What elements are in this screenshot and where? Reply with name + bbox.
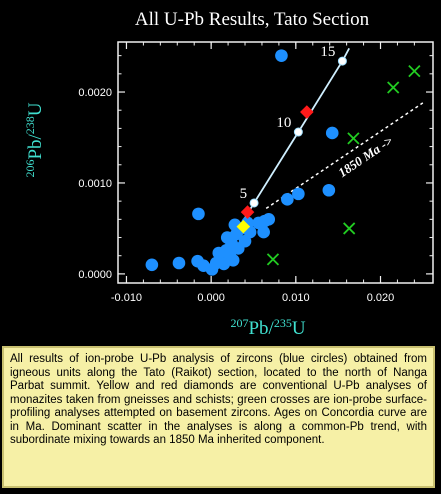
surface-profile-point <box>408 64 421 78</box>
surface-profile-point <box>266 253 280 266</box>
x-tick-label: 0.020 <box>367 292 395 304</box>
plot-frame <box>117 41 434 284</box>
zircon-point <box>275 49 288 62</box>
cross-stroke <box>343 222 356 235</box>
y-axis-label-mass: 206 <box>23 160 37 178</box>
zircon-point <box>257 225 270 239</box>
trend-layer <box>265 102 424 210</box>
zircon-point <box>281 193 294 206</box>
cross-stroke <box>408 64 421 78</box>
chart-area: All U-Pb Results, Tato Section -0.010 0.0… <box>23 9 434 339</box>
chart-title: All U-Pb Results, Tato Section <box>135 9 370 30</box>
x-tick-label: 0.000 <box>197 292 225 304</box>
common-pb-trend-line <box>265 102 424 210</box>
cross-stroke <box>266 253 280 266</box>
x-axis-label-mass2: 235 <box>274 316 292 330</box>
monazite-point <box>240 205 255 219</box>
zircon-point <box>226 253 240 267</box>
trend-label: 1850 Ma -> <box>335 133 396 181</box>
zircon-point <box>145 258 159 272</box>
zircon-point <box>172 256 186 270</box>
labels-layer: 5 10 15 1850 Ma -> <box>240 44 396 208</box>
x-tick-label: -0.010 <box>111 292 142 304</box>
zircon-point <box>192 207 205 221</box>
cross-stroke <box>347 132 360 145</box>
zircon-point <box>220 231 234 244</box>
surface-profile-point <box>387 81 400 94</box>
y-tick-label: 0.0000 <box>78 269 112 281</box>
points-layer <box>145 49 421 276</box>
age-label: 5 <box>240 186 248 202</box>
age-marker <box>337 56 347 66</box>
zircon-point <box>325 126 339 140</box>
caption-box: All results of ion-probe U-Pb analysis o… <box>2 346 435 488</box>
age-label: 10 <box>276 115 291 131</box>
y-axis-label-main: Pb/ <box>25 133 46 159</box>
zircon-point <box>292 187 305 201</box>
surface-profile-point <box>343 222 356 235</box>
concordia-chart: All U-Pb Results, Tato Section -0.010 0.0… <box>23 9 434 339</box>
y-tick-label: 0.0020 <box>78 87 112 99</box>
x-axis-label: 207Pb/235U <box>230 316 305 339</box>
y-axis-label-end: U <box>25 102 46 116</box>
axes: -0.010 0.000 0.010 0.020 0.0000 0.0010 0.0020 <box>78 41 434 304</box>
zircon-point <box>322 183 336 197</box>
x-axis-label-main: Pb/ <box>248 318 274 339</box>
zircon-point <box>262 213 276 226</box>
x-axis-label-end: U <box>292 318 306 339</box>
age-marker <box>249 198 259 208</box>
y-tick-label: 0.0010 <box>78 178 112 190</box>
y-axis-label-mass2: 238 <box>23 116 37 134</box>
zircon-point <box>212 246 226 260</box>
x-tick-label: 0.010 <box>282 292 310 304</box>
age-label: 15 <box>320 44 335 60</box>
age-marker <box>293 127 303 137</box>
monazite-point <box>300 105 314 119</box>
surface-profile-point <box>347 132 360 145</box>
figure-caption: All results of ion-probe U-Pb analysis o… <box>10 353 427 446</box>
zircon-point <box>238 234 252 248</box>
x-axis-label-mass: 207 <box>230 316 248 330</box>
y-axis-label: 206Pb/238U <box>23 102 46 177</box>
monazite-point <box>236 219 251 234</box>
cross-stroke <box>387 81 400 94</box>
